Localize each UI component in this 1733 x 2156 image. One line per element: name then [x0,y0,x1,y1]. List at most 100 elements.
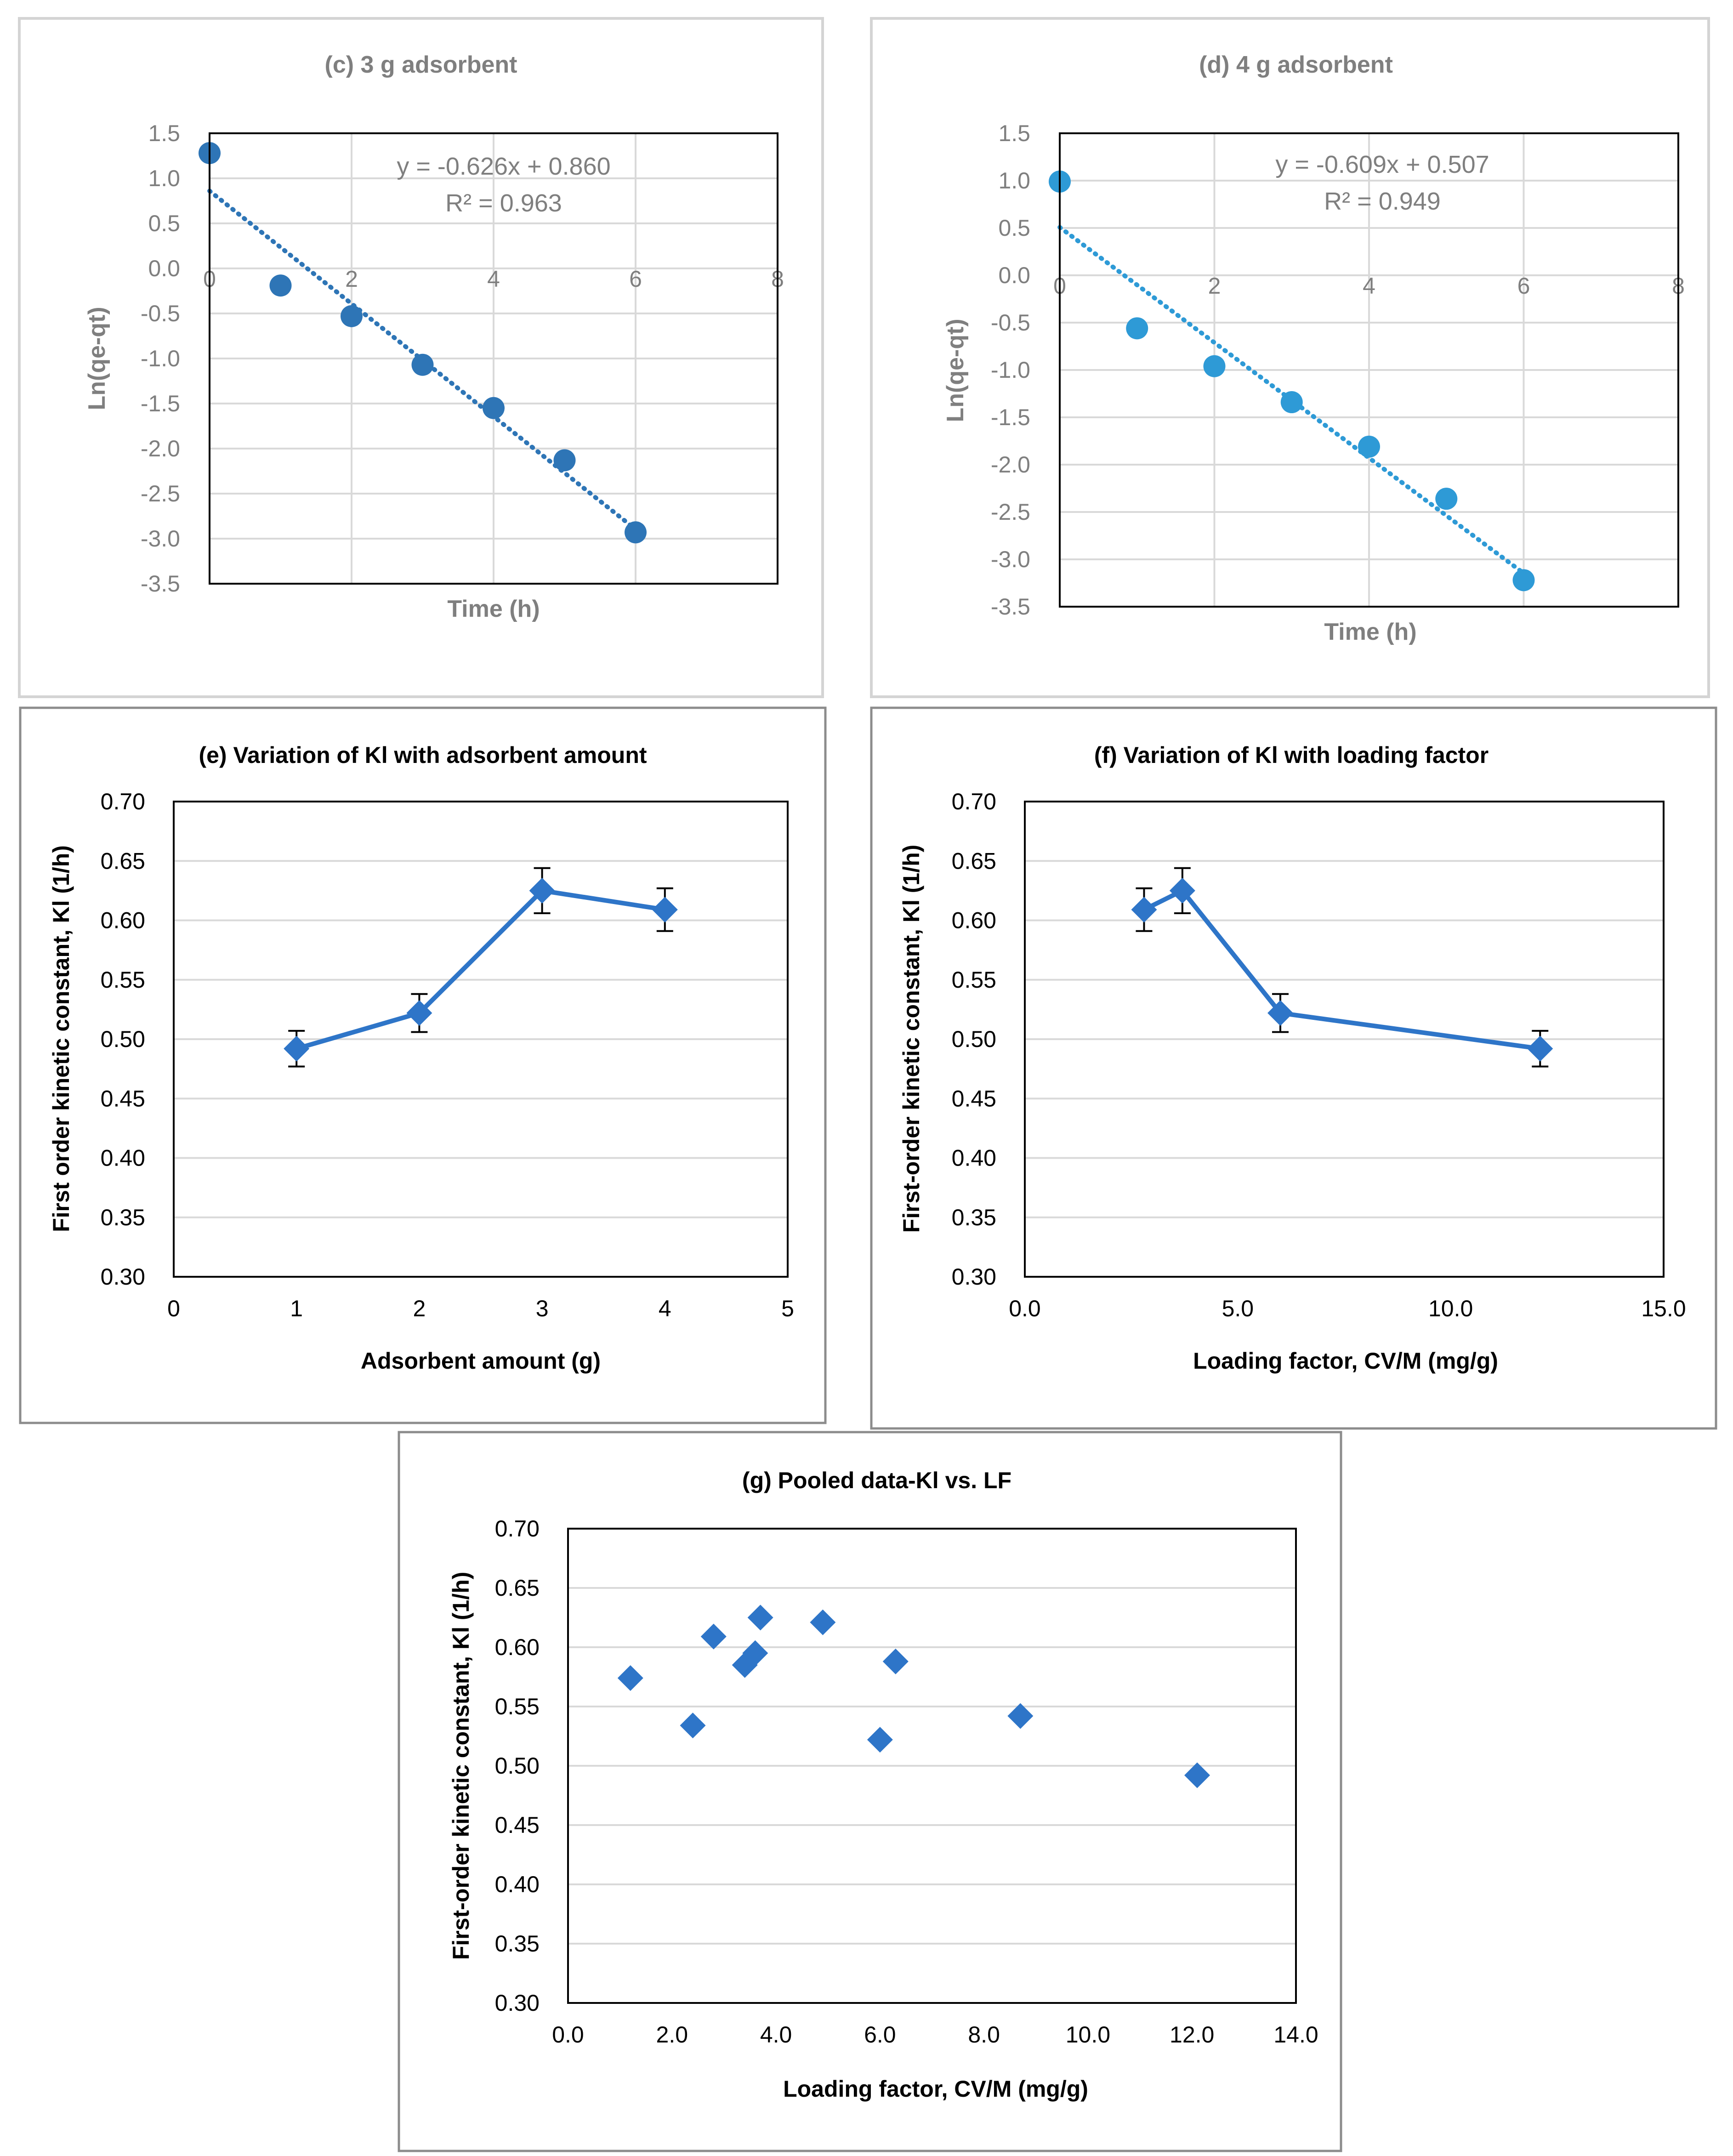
y-tick-label: 0.40 [101,1145,145,1171]
y-tick-label: 0.35 [101,1205,145,1230]
y-tick-label: 1.5 [148,120,180,146]
y-tick-label: 0.70 [952,789,996,814]
data-point [1280,391,1303,414]
chart-title: (d) 4 g adsorbent [1199,51,1393,78]
panel-f-border [870,706,1717,1430]
chart-panel-g: (g) Pooled data-Kl vs. LF 0.70 0.65 0.60 0.… [448,1468,1318,2102]
x-tick-label: 15.0 [1641,1296,1686,1321]
panel-e-border [19,706,827,1424]
data-point [553,449,576,472]
chart-panel-d: (d) 4 g adsorbent 1.5 1.0 0.5 0.0 -0.5 -1.0 -1… [942,51,1685,645]
x-tick-label: 5.0 [1222,1296,1254,1321]
data-point [284,1035,310,1062]
y-tick-label: -3.5 [991,594,1030,620]
y-tick-label: -1.5 [141,391,180,416]
x-tick-label: 10.0 [1428,1296,1473,1321]
x-tick-label: 2 [1208,273,1221,299]
data-point [617,1665,643,1691]
x-axis-label: Time (h) [1324,619,1416,645]
data-point [1184,1762,1210,1788]
x-tick-label: 3 [536,1296,549,1321]
chart-panel-e: (e) Variation of Kl with adsorbent amoun… [48,742,794,1374]
data-point [810,1609,836,1635]
data-point [269,274,292,297]
y-tick-label: 0.45 [101,1086,145,1111]
y-tick-label: 1.5 [998,120,1030,146]
x-tick-label: 4.0 [760,2022,792,2048]
y-tick-label: 0.40 [952,1145,996,1171]
data-point [1203,355,1226,377]
y-tick-label: -0.5 [991,310,1030,336]
data-point [483,397,505,419]
x-tick-label: 6 [629,266,642,292]
chart-title: (f) Variation of Kl with loading factor [1094,742,1489,768]
y-axis-label: First-order kinetic constant, Kl (1/h) [898,845,924,1233]
equation-label: y = -0.609x + 0.507 [1275,151,1489,178]
y-tick-label: 0.40 [495,1872,540,1897]
y-tick-label: 0.30 [952,1264,996,1290]
data-point [700,1623,727,1650]
equation-label: y = -0.626x + 0.860 [397,153,610,180]
y-tick-label: -0.5 [141,301,180,326]
y-tick-label: 0.60 [101,908,145,933]
x-tick-label: 10.0 [1066,2022,1110,2048]
y-tick-label: -3.5 [141,571,180,597]
y-tick-label: -2.5 [991,499,1030,525]
data-point [1527,1035,1553,1062]
y-tick-label: 0.70 [495,1516,540,1542]
plot-frame [173,801,789,1278]
y-tick-label: -2.5 [141,481,180,506]
x-axis-label: Loading factor, CV/M (mg/g) [783,2076,1088,2102]
y-tick-label: 0.50 [101,1026,145,1052]
y-tick-label: -1.0 [991,357,1030,383]
data-point [406,1000,432,1026]
x-tick-label: 4 [487,266,500,292]
x-axis-label: Time (h) [447,596,540,622]
data-point [1512,569,1535,592]
chart-title: (g) Pooled data-Kl vs. LF [742,1468,1011,1493]
y-tick-label: 0.55 [101,967,145,993]
data-point [625,521,647,544]
y-tick-label: 0.50 [495,1753,540,1779]
y-tick-label: 0.50 [952,1026,996,1052]
x-tick-label: 0.0 [1009,1296,1041,1321]
y-tick-label: 0.30 [101,1264,145,1290]
data-point [1435,488,1458,510]
x-tick-label: 4 [1363,273,1375,299]
y-tick-label: 0.65 [101,848,145,874]
data-point [529,877,555,904]
data-point [867,1727,893,1753]
y-tick-label: 0.0 [998,262,1030,288]
x-tick-label: 4 [659,1296,671,1321]
chart-title: (e) Variation of Kl with adsorbent amoun… [199,742,647,768]
chart-panel-c: (c) 3 g adsorbent 1.5 1.0 0.5 0.0 -0.5 -1.0 -1… [84,51,784,622]
data-point [1358,435,1380,458]
x-axis-label: Loading factor, CV/M (mg/g) [1193,1348,1498,1374]
y-tick-label: -3.0 [991,546,1030,572]
x-tick-label: 2 [413,1296,426,1321]
series-line [295,888,665,1051]
y-axis-label: First-order kinetic constant, Kl (1/h) [448,1572,474,1960]
y-tick-label: -2.0 [991,452,1030,478]
y-tick-label: 1.0 [998,168,1030,193]
data-point [882,1648,909,1674]
y-tick-label: -3.0 [141,526,180,552]
x-tick-label: 14.0 [1273,2022,1318,2048]
data-point [747,1604,773,1631]
r-squared-label: R² = 0.949 [1324,188,1441,215]
y-tick-label: 0.5 [998,215,1030,241]
x-axis-label: Adsorbent amount (g) [361,1348,601,1374]
y-tick-label: 0.5 [148,210,180,236]
y-tick-label: 0.30 [495,1990,540,2016]
data-point [1267,1000,1293,1026]
r-squared-label: R² = 0.963 [445,189,562,217]
data-point [1126,317,1148,340]
series-line [1143,888,1540,1051]
x-tick-label: 6 [1517,273,1530,299]
data-point [411,353,434,376]
y-tick-label: -1.5 [991,404,1030,430]
y-tick-label: 0.35 [952,1205,996,1230]
x-tick-label: 8.0 [968,2022,1000,2048]
panel-d-border [870,17,1710,698]
